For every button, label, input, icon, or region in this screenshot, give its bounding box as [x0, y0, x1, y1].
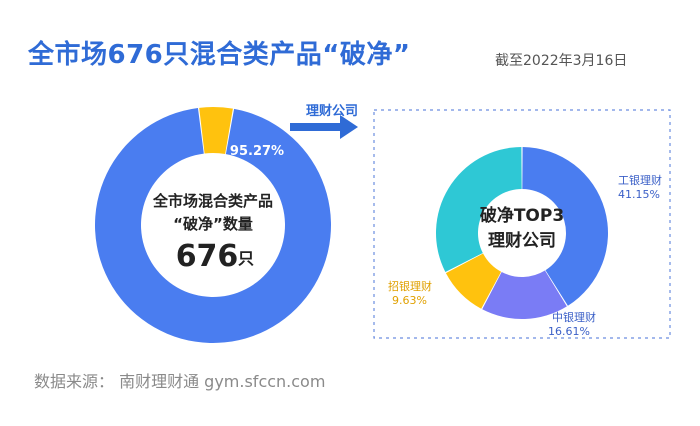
top3-slice-0 [522, 147, 609, 306]
left-center-line1: 全市场混合类产品 [152, 192, 273, 210]
left-slice-label-main: 95.27% [230, 144, 284, 159]
top3-slice-1 [482, 270, 567, 320]
label-boc-value: 16.61% [548, 325, 590, 338]
market-donut [95, 107, 331, 343]
top3-slice-3 [436, 147, 522, 273]
label-cmb-value: 9.63% [392, 294, 427, 307]
left-center-line2: “破净”数量 [173, 215, 253, 233]
market-slice-0 [95, 107, 331, 343]
top3-donut [436, 147, 609, 320]
label-icbc-value: 41.15% [618, 188, 660, 201]
page-title: 全市场676只混合类产品“破净” [28, 40, 411, 70]
top3-dashed-frame [373, 109, 671, 339]
label-boc-name: 中银理财 [552, 310, 596, 324]
source-note: 数据来源： 南财理财通 gym.sfccn.com [34, 372, 326, 391]
label-icbc-name: 工银理财 [618, 173, 662, 187]
arrow-icon [290, 115, 358, 139]
market-slice-1 [199, 107, 233, 155]
right-center-line1: 破净TOP3 [480, 205, 564, 226]
date-note: 截至2022年3月16日 [495, 53, 628, 69]
label-cmb-name: 招银理财 [388, 279, 432, 293]
left-center-unit: 只 [238, 249, 254, 268]
left-center-value: 676 [176, 239, 239, 274]
right-center-line2: 理财公司 [488, 230, 556, 251]
top3-slice-2 [445, 253, 502, 309]
arrow-label: 理财公司 [306, 104, 359, 119]
